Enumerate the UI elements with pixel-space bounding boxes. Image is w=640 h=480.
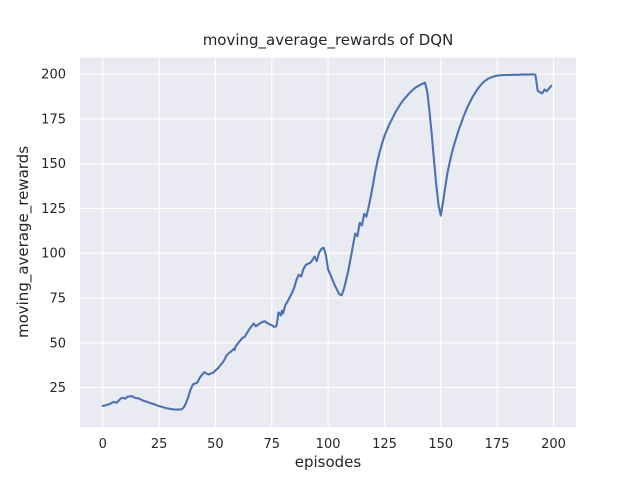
x-tick-label: 50 xyxy=(207,437,224,452)
x-axis-label: episodes xyxy=(294,453,362,471)
y-tick-label: 100 xyxy=(41,247,66,262)
y-tick-label: 125 xyxy=(41,202,66,217)
y-tick-label: 25 xyxy=(49,381,66,396)
x-tick-label: 125 xyxy=(372,437,397,452)
x-tick-label: 25 xyxy=(151,437,168,452)
tick-labels: 0 25 50 75 100 125 150 175 200 25 50 75 100 125 150 175… xyxy=(41,68,566,452)
y-tick-label: 50 xyxy=(49,336,66,351)
gridlines xyxy=(80,57,576,428)
y-axis-label: moving_average_rewards xyxy=(14,145,32,339)
y-tick-label: 75 xyxy=(49,292,66,307)
chart-title: moving_average_rewards of DQN xyxy=(202,31,454,49)
x-tick-label: 100 xyxy=(316,437,341,452)
y-tick-label: 150 xyxy=(41,157,66,172)
series-line xyxy=(101,73,553,411)
x-tick-label: 200 xyxy=(541,437,566,452)
x-tick-label: 0 xyxy=(99,437,107,452)
y-tick-label: 175 xyxy=(41,112,66,127)
x-tick-label: 75 xyxy=(264,437,281,452)
series-lines xyxy=(101,73,553,411)
x-tick-label: 175 xyxy=(485,437,510,452)
x-tick-label: 150 xyxy=(428,437,453,452)
y-tick-label: 200 xyxy=(41,68,66,83)
